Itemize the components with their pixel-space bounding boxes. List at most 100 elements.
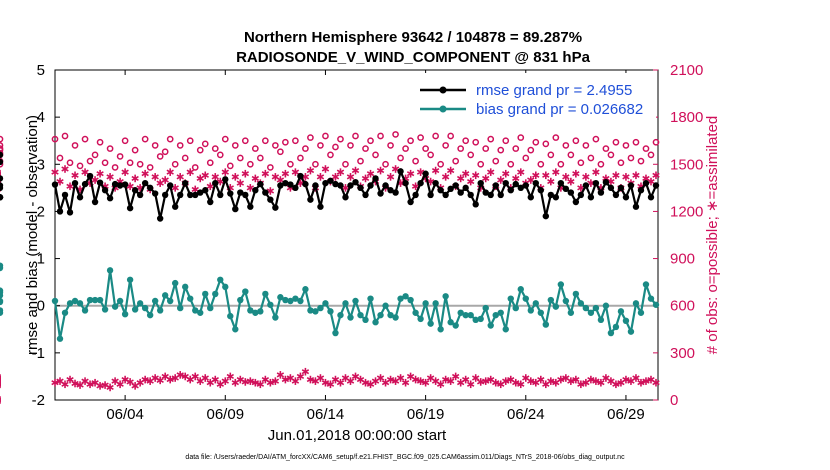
assimilated-obs-point [552, 168, 560, 176]
bias-point [602, 302, 610, 309]
assimilated-obs-point-stroke [106, 174, 114, 180]
assimilated-low-point-stroke [331, 376, 340, 383]
rmse-point [282, 179, 289, 187]
rmse-point [627, 182, 635, 189]
possible-obs-point [71, 142, 79, 149]
assimilated-low-point-stroke [512, 380, 520, 386]
rmse-point [612, 191, 620, 199]
assimilated-obs-point-stroke [296, 180, 305, 186]
rmse-point [407, 198, 414, 206]
assimilated-low-point [421, 378, 430, 387]
assimilated-obs-point-stroke [231, 174, 239, 180]
rmse-point [592, 179, 600, 187]
assimilated-low-point [461, 375, 470, 384]
bias-point [512, 304, 519, 312]
possible-obs-point [577, 159, 585, 167]
y-tick-label-left: 0 [37, 298, 45, 315]
bias-point [527, 307, 534, 314]
rmse-point [357, 184, 364, 192]
possible-obs-point [392, 131, 399, 138]
bias-point [161, 292, 169, 299]
possible-obs-point [91, 151, 99, 159]
assimilated-obs-point-stroke [81, 169, 89, 175]
bias-point [192, 307, 199, 314]
bias-point [447, 319, 454, 326]
assimilated-obs-point-stroke [56, 178, 64, 185]
assimilated-obs-point [236, 179, 244, 187]
possible-obs-point [457, 145, 465, 152]
bias-point [467, 311, 474, 319]
assimilated-obs-point [497, 176, 505, 184]
assimilated-obs-point-stroke [652, 172, 660, 178]
rmse-point [557, 179, 565, 187]
assimilated-obs-point-stroke [391, 166, 400, 172]
assimilated-low-point [652, 378, 660, 387]
rmse-point [242, 191, 249, 199]
bias-point [277, 294, 284, 301]
assimilated-obs-point [351, 166, 360, 175]
bias-point [362, 316, 369, 324]
assimilated-low-point-stroke [61, 381, 69, 387]
rmse-point [342, 194, 349, 201]
bias-point [312, 308, 319, 315]
assimilated-low-point-stroke [76, 382, 84, 388]
bias-point [367, 295, 374, 302]
bias-point [337, 311, 344, 319]
assimilated-obs-point [386, 173, 395, 181]
possible-obs-point [512, 145, 520, 152]
assimilated-obs-point-stroke [351, 167, 360, 174]
assimilated-low-point-stroke [527, 378, 535, 384]
assimilated-low-point [472, 374, 480, 382]
x-tick-label: 06/14 [307, 406, 345, 423]
possible-obs-point [407, 137, 414, 145]
assimilated-low-point-stroke [577, 381, 585, 387]
assimilated-low-point [597, 378, 605, 387]
rmse-point [487, 191, 494, 199]
bias-point [0, 292, 4, 299]
bias-point [572, 290, 580, 298]
assimilated-low-point-stroke [96, 383, 104, 389]
assimilated-low-point-stroke [241, 379, 250, 385]
bias-point [71, 297, 79, 305]
assimilated-obs-point-stroke [336, 169, 345, 175]
possible-obs-point [327, 151, 334, 159]
bias-series [0, 262, 660, 342]
assimilated-low-point-stroke [256, 381, 265, 387]
assimilated-low-point [401, 378, 410, 387]
rmse-point [51, 181, 59, 188]
possible-obs-point [402, 145, 409, 152]
bias-point [247, 307, 254, 314]
assimilated-low-point-stroke [361, 380, 370, 386]
rmse-point [297, 172, 304, 180]
assimilated-low-point [612, 380, 620, 389]
rmse-point [312, 182, 319, 189]
rmse-point [287, 181, 294, 188]
rmse-point [322, 179, 329, 187]
assimilated-low-point [116, 380, 124, 389]
rmse-point [387, 187, 394, 194]
assimilated-obs-point-stroke [246, 185, 255, 191]
assimilated-low-point-stroke [416, 378, 425, 384]
assimilated-obs-point-stroke [186, 169, 194, 175]
possible-obs-point [422, 145, 429, 152]
bias-point [141, 304, 149, 312]
assimilated-low-point [291, 377, 300, 385]
assimilated-obs-point-stroke [126, 183, 134, 189]
possible-obs-point [116, 153, 124, 160]
legend: rmse grand pr = 2.4955 bias grand pr = 0… [410, 73, 656, 123]
rmse-point [166, 182, 174, 189]
assimilated-obs-point-stroke [582, 174, 590, 180]
possible-obs-point [442, 142, 449, 149]
possible-obs-point [121, 137, 129, 145]
assimilated-obs-point-stroke [466, 178, 475, 185]
assimilated-low-point-stroke [461, 376, 470, 383]
assimilated-low-point [321, 378, 330, 387]
assimilated-low-point-stroke [482, 378, 490, 384]
rmse-point [457, 189, 464, 196]
rmse-point [442, 191, 449, 199]
assimilated-obs-point [51, 168, 59, 176]
bias-point [257, 308, 264, 315]
possible-obs-point [477, 160, 485, 168]
bias-point [532, 300, 539, 307]
possible-obs-point [357, 157, 364, 165]
